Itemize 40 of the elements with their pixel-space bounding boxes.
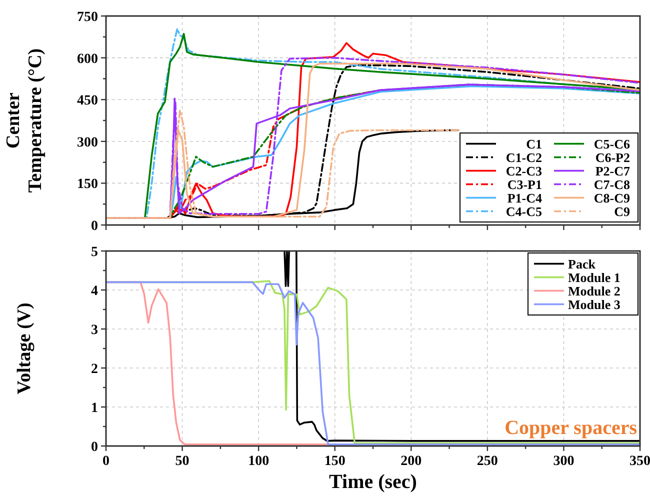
legend-label: C6-P2	[595, 150, 630, 165]
x-axis-title: Time (sec)	[329, 471, 417, 493]
legend-label: C1-C2	[506, 150, 542, 165]
legend-label: C3-P1	[507, 176, 542, 192]
y-tick-label: 2	[91, 362, 98, 377]
y-tick-label: 300	[77, 135, 98, 150]
y-tick-label: 0	[91, 219, 98, 234]
legend-label: P1-C4	[507, 190, 542, 206]
x-tick-label: 350	[630, 454, 650, 469]
legend-label: C4-C5	[506, 204, 542, 219]
legend-label: Module 1	[568, 270, 620, 285]
legend-label: C7-C8	[594, 176, 630, 192]
y-tick-label: 750	[77, 10, 98, 25]
y-tick-label: 3	[91, 323, 98, 338]
x-tick-label: 250	[476, 454, 498, 469]
y-tick-label: 600	[77, 52, 98, 67]
x-tick-label: 0	[102, 454, 110, 469]
legend-label: C5-C6	[594, 136, 630, 152]
y-tick-label: 5	[91, 245, 98, 260]
x-tick-label: 50	[175, 454, 190, 469]
y-tick-label: 1	[91, 401, 98, 416]
legend-label: C2-C3	[506, 163, 542, 178]
y-tick-label: 450	[77, 94, 98, 109]
y-axis-title: Center Temperature (°C)	[3, 48, 46, 193]
annotation: Copper spacers	[504, 417, 638, 439]
y-tick-label: 150	[77, 177, 98, 192]
legend-label: P2-C7	[595, 163, 630, 178]
y-axis-title: Voltage (V)	[14, 302, 35, 394]
legend-label: Module 2	[568, 283, 620, 298]
x-tick-label: 200	[400, 454, 422, 469]
legend-label: C1	[526, 136, 542, 152]
legend-label: C9	[614, 204, 630, 219]
x-tick-label: 300	[553, 454, 574, 469]
y-tick-label: 4	[91, 284, 98, 299]
x-tick-label: 100	[248, 454, 270, 469]
legend-label: C8-C9	[594, 190, 630, 206]
legend-label: Pack	[568, 256, 596, 272]
legend-label: Module 3	[568, 296, 621, 312]
y-tick-label: 0	[91, 440, 98, 455]
x-tick-label: 150	[324, 454, 346, 469]
